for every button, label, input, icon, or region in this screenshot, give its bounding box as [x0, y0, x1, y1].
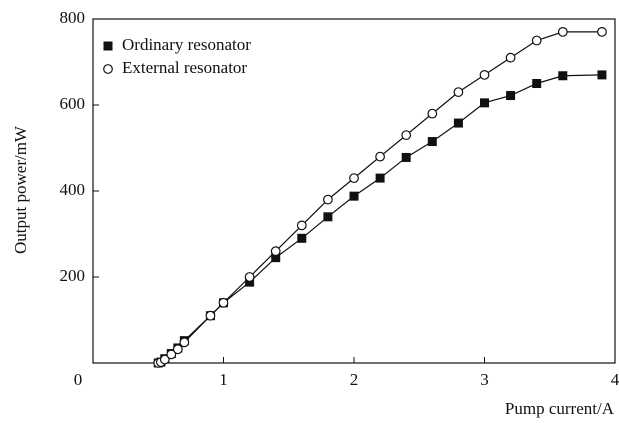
data-point [297, 233, 307, 243]
data-point [245, 277, 255, 287]
data-point [597, 26, 607, 37]
data-point [375, 151, 386, 162]
y-tick-label: 600 [60, 94, 86, 113]
data-point [531, 35, 542, 46]
data-point [427, 137, 437, 147]
data-point [597, 70, 607, 80]
data-point [271, 253, 281, 263]
data-point [205, 310, 216, 321]
data-point [172, 344, 183, 355]
y-tick-label: 200 [60, 266, 86, 285]
x-tick-label: 1 [219, 370, 228, 389]
data-point [453, 118, 463, 128]
y-axis-label: Output power/mW [11, 125, 30, 254]
data-point [323, 194, 333, 205]
y-tick-label: 400 [60, 180, 86, 199]
x-tick-label: 3 [480, 370, 489, 389]
data-point [401, 152, 411, 162]
legend-label: Ordinary resonator [122, 35, 251, 54]
data-point [270, 246, 281, 257]
data-point [218, 297, 229, 308]
x-tick-label: 4 [611, 370, 619, 389]
data-point [296, 220, 307, 231]
y-tick-label: 800 [60, 8, 86, 27]
data-point [375, 173, 385, 183]
data-point [159, 354, 170, 365]
data-point [532, 79, 542, 88]
legend-marker [103, 64, 113, 74]
data-point [558, 71, 568, 81]
data-point [349, 173, 359, 184]
data-point [179, 337, 190, 348]
data-point [480, 98, 489, 108]
x-tick-label: 2 [350, 370, 359, 389]
data-point [401, 130, 412, 141]
x-axis-label: Pump current/A [505, 399, 615, 418]
data-point [244, 272, 255, 282]
x-tick-label: 0 [74, 370, 83, 389]
data-point [506, 91, 516, 101]
series-line [158, 74, 602, 364]
data-point [323, 212, 333, 222]
data-point [453, 87, 464, 97]
data-point [557, 26, 568, 37]
data-point [479, 69, 490, 80]
legend-marker [103, 41, 113, 51]
data-point [427, 108, 438, 119]
data-point [349, 191, 359, 201]
data-point [505, 52, 516, 63]
data-point [166, 349, 177, 360]
legend-label: External resonator [122, 58, 247, 77]
